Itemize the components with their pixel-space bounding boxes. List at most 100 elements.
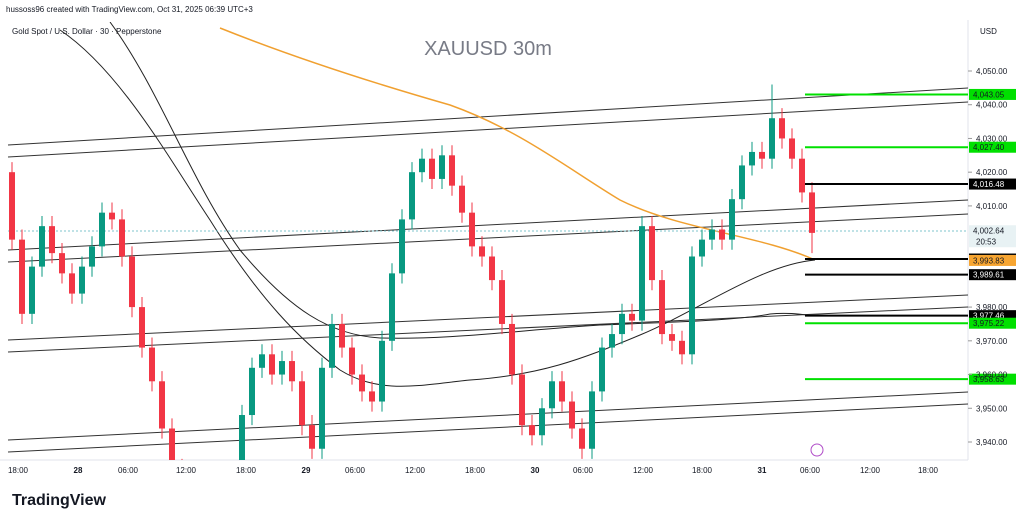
candle-body: [279, 361, 285, 375]
candle-body: [789, 138, 795, 159]
price-tag: [969, 269, 1016, 281]
price-tag-label: 4,016.48: [973, 180, 1005, 189]
candle-body: [689, 256, 695, 355]
candle-body: [579, 428, 585, 449]
x-tick-label: 12:00: [176, 466, 197, 475]
candle-body: [549, 381, 555, 409]
candle-body: [519, 374, 525, 426]
brand: TradingView: [12, 492, 107, 509]
candle-body: [219, 503, 225, 510]
candle-body: [639, 226, 645, 321]
candle-body: [429, 158, 435, 179]
candle-body: [379, 340, 385, 402]
x-tick-label: 18:00: [692, 466, 713, 475]
candle-body: [149, 347, 155, 382]
candle-body: [679, 340, 685, 355]
price-tag: [969, 373, 1016, 385]
y-tick-label: 4,040.00: [976, 101, 1008, 110]
price-tag-label: 3,975.22: [973, 319, 1005, 328]
price-tag-label: 3,977.46: [973, 312, 1005, 321]
x-tick-label: 18:00: [236, 466, 257, 475]
candle-body: [389, 273, 395, 341]
price-tag: [969, 254, 1016, 266]
y-tick-label: 3,940.00: [976, 438, 1008, 447]
candle-body: [459, 185, 465, 213]
candle-body: [119, 219, 125, 257]
candle-body: [159, 381, 165, 429]
countdown: 20:53: [976, 238, 997, 247]
candle-body: [59, 253, 65, 274]
credit: hussoss96 created with TradingView.com, …: [6, 5, 253, 14]
candle-body: [609, 334, 615, 348]
candle-body: [109, 212, 115, 220]
candle-body: [589, 391, 595, 449]
candle-body: [739, 165, 745, 200]
candle-body: [409, 172, 415, 220]
candle-body: [469, 212, 475, 247]
candle-body: [129, 256, 135, 308]
alert-icon[interactable]: [810, 443, 824, 457]
x-tick-label: 06:00: [345, 466, 366, 475]
price-tag: [969, 317, 1016, 329]
price-tag-label: 4,043.05: [973, 90, 1005, 99]
candle-body: [399, 219, 405, 274]
candle-body: [719, 229, 725, 240]
price-tag: [969, 88, 1016, 100]
candle-body: [799, 158, 805, 193]
candle-body: [249, 367, 255, 416]
candle-body: [229, 482, 235, 509]
x-tick-label: 18:00: [918, 466, 939, 475]
candle-body: [329, 323, 335, 368]
x-tick-label: 12:00: [405, 466, 426, 475]
candle-body: [729, 199, 735, 240]
x-tick-label: 18:00: [8, 466, 29, 475]
candle-body: [649, 226, 655, 281]
candle-body: [769, 118, 775, 159]
candle-body: [629, 313, 635, 321]
candle-body: [39, 226, 45, 267]
candle-body: [139, 307, 145, 348]
y-tick-label: 3,970.00: [976, 337, 1008, 346]
candle-body: [419, 158, 425, 173]
candle-body: [509, 323, 515, 375]
candle-body: [29, 266, 35, 314]
candle-body: [169, 428, 175, 460]
candle-body: [449, 155, 455, 186]
candle-body: [599, 347, 605, 392]
candle-body: [69, 273, 75, 294]
y-tick-label: 3,950.00: [976, 404, 1008, 413]
candle-body: [339, 323, 345, 348]
y-tick-label: 4,010.00: [976, 202, 1008, 211]
title: XAUUSD 30m: [424, 38, 552, 60]
candle-body: [239, 415, 245, 460]
symbol: Gold Spot / U.S. Dollar · 30 · Peppersto…: [12, 27, 162, 36]
candle-body: [619, 313, 625, 335]
candle-body: [559, 381, 565, 402]
candle-body: [659, 280, 665, 335]
price-tag: [969, 310, 1016, 322]
candle-body: [699, 239, 705, 257]
y-tick-label: 4,030.00: [976, 134, 1008, 143]
candle-body: [79, 266, 85, 294]
candle-body: [749, 151, 755, 166]
x-tick-label: 30: [531, 466, 540, 475]
x-tick-label: 06:00: [118, 466, 139, 475]
price-tag-label: 3,993.83: [973, 256, 1005, 265]
candle-body: [89, 246, 95, 267]
y-tick-label: 3,980.00: [976, 303, 1008, 312]
x-tick-label: 06:00: [800, 466, 821, 475]
candle-body: [779, 118, 785, 139]
x-tick-label: 28: [74, 466, 83, 475]
candle-body: [499, 280, 505, 324]
candle-body: [99, 212, 105, 247]
candle-body: [189, 493, 195, 510]
candle-body: [289, 361, 295, 382]
price-tag: [969, 141, 1016, 153]
candle-body: [539, 408, 545, 436]
y-tick-label: 4,020.00: [976, 168, 1008, 177]
candle-body: [809, 192, 815, 233]
candle-body: [259, 354, 265, 368]
x-tick-label: 29: [302, 466, 311, 475]
candle-body: [569, 401, 575, 429]
candle-body: [709, 229, 715, 240]
